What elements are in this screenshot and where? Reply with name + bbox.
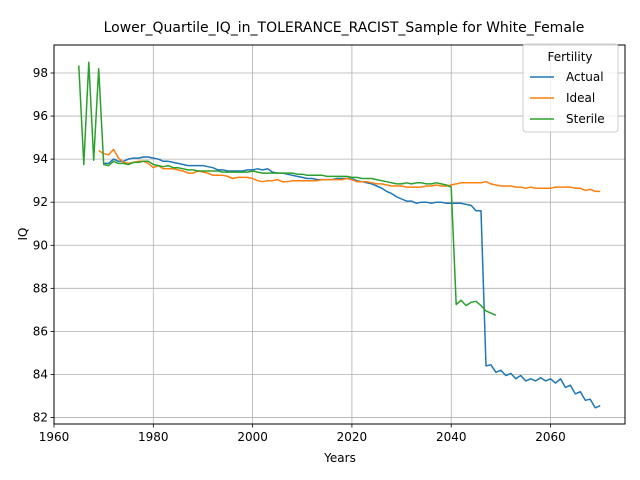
series-line-actual — [103, 156, 601, 409]
y-tick-label: 84 — [33, 367, 48, 381]
y-tick-label: 90 — [33, 238, 48, 252]
x-axis: 1960 1980 2000 2020 2040 2060 — [39, 424, 566, 444]
x-tick-label: 1980 — [138, 430, 169, 444]
legend-label-actual: Actual — [566, 70, 604, 84]
grid — [53, 45, 625, 424]
x-tick-label: 2000 — [237, 430, 268, 444]
legend-label-sterile: Sterile — [566, 112, 605, 126]
x-tick-label: 2040 — [436, 430, 467, 444]
plot-frame — [53, 44, 626, 425]
legend: Fertility Actual Ideal Sterile — [522, 43, 619, 133]
y-tick-label: 98 — [33, 66, 48, 80]
y-tick-label: 86 — [33, 324, 48, 338]
y-tick-label: 94 — [33, 152, 48, 166]
y-tick-label: 88 — [33, 281, 48, 295]
y-tick-label: 92 — [33, 195, 48, 209]
legend-title: Fertility — [547, 50, 592, 64]
legend-label-ideal: Ideal — [566, 91, 595, 105]
legend-box — [522, 43, 619, 133]
y-axis: 82 84 86 88 90 92 94 96 98 — [33, 66, 54, 425]
x-axis-label: Years — [323, 451, 356, 465]
series-group — [78, 61, 601, 409]
x-tick-label: 2060 — [535, 430, 566, 444]
y-axis-label: IQ — [16, 228, 30, 241]
x-tick-label: 1960 — [39, 430, 70, 444]
x-tick-label: 2020 — [337, 430, 368, 444]
y-tick-label: 96 — [33, 109, 48, 123]
y-tick-label: 82 — [33, 411, 48, 425]
series-line-ideal — [98, 148, 601, 193]
chart-title: Lower_Quartile_IQ_in_TOLERANCE_RACIST_Sa… — [104, 20, 585, 36]
series-line-sterile — [78, 61, 497, 316]
